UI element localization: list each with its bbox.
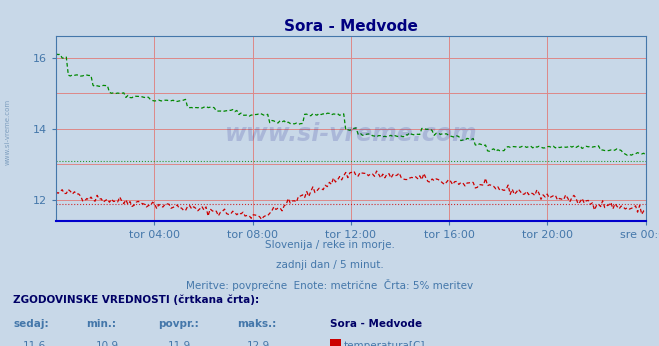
Text: www.si-vreme.com: www.si-vreme.com bbox=[225, 122, 477, 146]
Text: 11,9: 11,9 bbox=[168, 342, 191, 346]
Text: povpr.:: povpr.: bbox=[158, 319, 199, 329]
Text: www.si-vreme.com: www.si-vreme.com bbox=[5, 98, 11, 165]
Text: Slovenija / reke in morje.: Slovenija / reke in morje. bbox=[264, 240, 395, 251]
Text: min.:: min.: bbox=[86, 319, 116, 329]
Text: zadnji dan / 5 minut.: zadnji dan / 5 minut. bbox=[275, 260, 384, 270]
Text: ZGODOVINSKE VREDNOSTI (črtkana črta):: ZGODOVINSKE VREDNOSTI (črtkana črta): bbox=[13, 294, 259, 305]
Text: temperatura[C]: temperatura[C] bbox=[344, 342, 426, 346]
Text: sedaj:: sedaj: bbox=[13, 319, 49, 329]
Text: 12,9: 12,9 bbox=[247, 342, 270, 346]
Text: 11,6: 11,6 bbox=[23, 342, 46, 346]
Text: maks.:: maks.: bbox=[237, 319, 277, 329]
Title: Sora - Medvode: Sora - Medvode bbox=[284, 19, 418, 34]
Text: 10,9: 10,9 bbox=[96, 342, 119, 346]
Text: Sora - Medvode: Sora - Medvode bbox=[330, 319, 422, 329]
Text: Meritve: povprečne  Enote: metrične  Črta: 5% meritev: Meritve: povprečne Enote: metrične Črta:… bbox=[186, 279, 473, 291]
